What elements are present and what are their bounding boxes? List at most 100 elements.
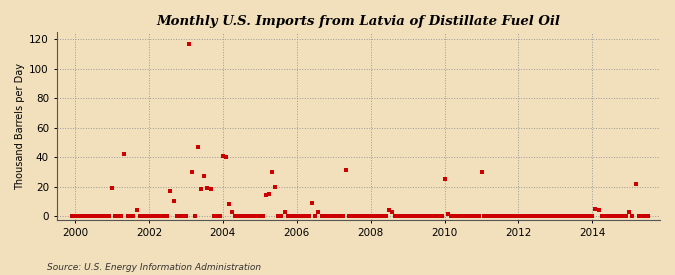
Point [572,214,583,218]
Point [547,214,558,218]
Point [270,184,281,189]
Point [279,209,290,214]
Point [104,214,115,218]
Point [560,214,570,218]
Point [636,214,647,218]
Point [119,152,130,156]
Point [325,214,336,218]
Point [369,214,379,218]
Point [184,42,194,46]
Point [639,214,650,218]
Point [399,214,410,218]
Point [267,170,277,174]
Point [236,214,247,218]
Point [405,214,416,218]
Point [116,214,127,218]
Point [273,214,284,218]
Point [387,209,398,214]
Point [476,170,487,174]
Point [245,214,256,218]
Point [516,214,526,218]
Point [73,214,84,218]
Point [470,214,481,218]
Point [347,214,358,218]
Point [460,214,471,218]
Point [544,214,555,218]
Point [350,214,360,218]
Point [109,214,120,218]
Point [316,214,327,218]
Point [134,214,145,218]
Point [621,214,632,218]
Point [344,214,354,218]
Point [331,214,342,218]
Point [144,214,155,218]
Point [495,214,506,218]
Point [174,214,185,218]
Point [464,214,475,218]
Point [473,214,484,218]
Point [310,214,321,218]
Point [264,192,275,196]
Point [298,214,308,218]
Point [132,208,142,212]
Point [393,214,404,218]
Text: Source: U.S. Energy Information Administration: Source: U.S. Energy Information Administ… [47,263,261,271]
Point [365,214,376,218]
Point [633,214,644,218]
Point [254,214,265,218]
Point [288,214,299,218]
Point [248,214,259,218]
Point [292,214,302,218]
Point [67,214,78,218]
Point [525,214,536,218]
Point [190,214,200,218]
Point [618,214,628,218]
Point [375,214,385,218]
Point [575,214,586,218]
Point [242,214,253,218]
Point [630,181,641,186]
Point [605,214,616,218]
Point [519,214,530,218]
Point [125,214,136,218]
Point [455,214,466,218]
Point [338,214,348,218]
Point [603,214,614,218]
Point [427,214,438,218]
Point [442,212,453,217]
Point [261,193,271,197]
Point [412,214,423,218]
Point [252,214,263,218]
Point [150,214,161,218]
Point [377,214,388,218]
Point [529,214,539,218]
Point [300,214,311,218]
Point [608,214,619,218]
Point [627,214,638,218]
Point [79,214,90,218]
Point [381,214,392,218]
Point [402,214,413,218]
Point [202,186,213,190]
Point [215,214,225,218]
Point [223,202,234,206]
Point [488,214,499,218]
Point [562,214,573,218]
Point [383,208,394,212]
Point [584,214,595,218]
Point [362,214,373,218]
Point [76,214,86,218]
Point [205,187,216,192]
Point [615,214,626,218]
Point [371,214,382,218]
Point [146,214,157,218]
Point [304,214,315,218]
Point [239,214,250,218]
Point [507,214,518,218]
Point [553,214,564,218]
Point [196,187,207,192]
Point [91,214,102,218]
Point [313,209,323,214]
Point [82,214,92,218]
